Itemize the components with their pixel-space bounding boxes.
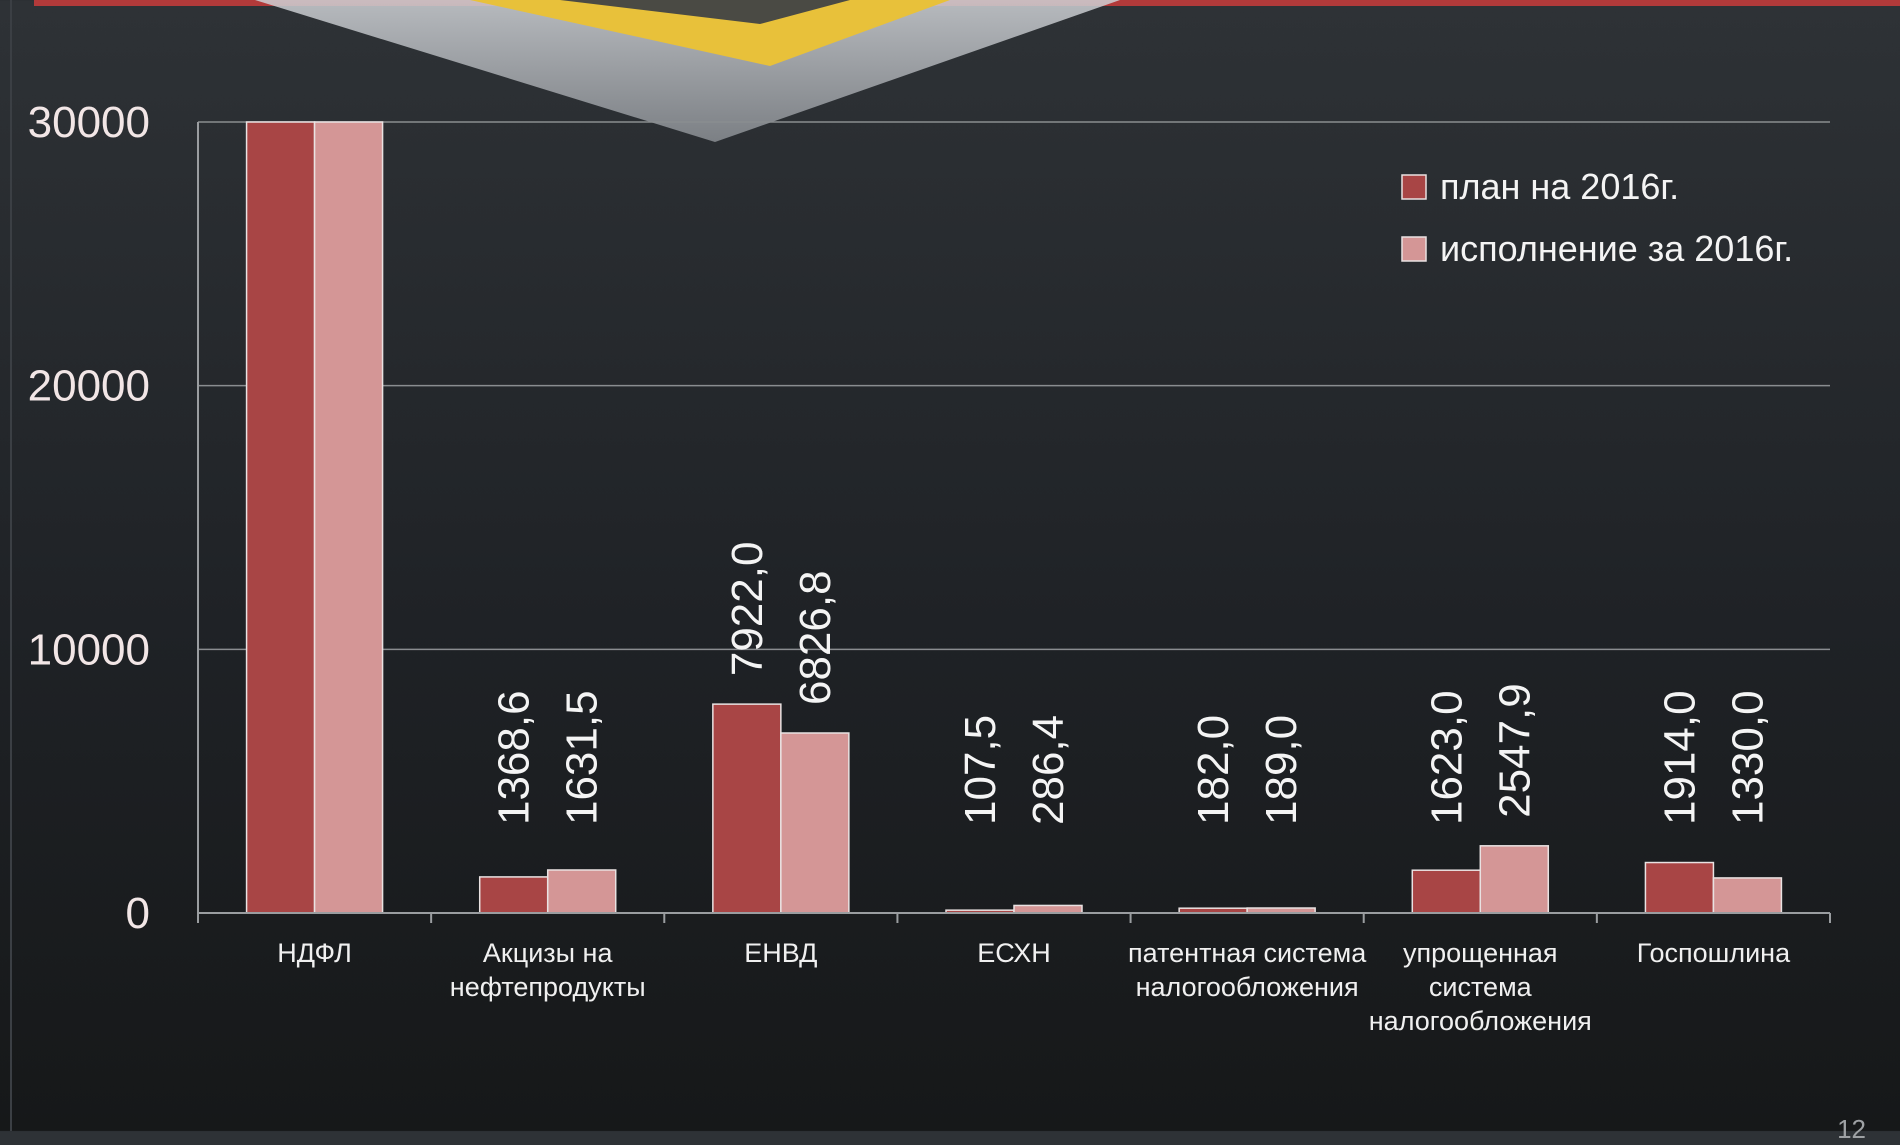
x-category-label: НДФЛ	[277, 938, 352, 968]
data-label: 1914,0	[1655, 690, 1704, 825]
data-labels: 1368,6 1631,5 7922,0 6826,8 107,5 286,4 182,0 1…	[490, 542, 1773, 825]
data-label: 189,0	[1257, 715, 1306, 825]
bar-actual	[780, 732, 850, 914]
data-label: 1330,0	[1723, 690, 1772, 825]
data-label: 7922,0	[723, 542, 772, 677]
bar-actual	[1479, 845, 1550, 914]
x-category-label-line: Госпошлина	[1637, 938, 1791, 968]
x-category-label-line: налогообложения	[1369, 1006, 1592, 1036]
left-edge-line	[10, 0, 12, 1131]
x-category-label-line: патентная система	[1128, 938, 1367, 968]
gridlines	[198, 121, 1830, 651]
legend-label-actual: исполнение за 2016г.	[1440, 228, 1793, 269]
x-category-label-line: упрощенная	[1403, 938, 1558, 968]
decorative-chip-graphic	[255, 0, 1120, 142]
x-category-label-line: НДФЛ	[277, 938, 352, 968]
legend-swatch-plan	[1401, 174, 1427, 200]
bar-plan	[1411, 869, 1482, 914]
data-label: 1368,6	[490, 690, 539, 825]
y-tick-label: 10000	[28, 625, 150, 674]
x-category-label-line: ЕНВД	[744, 938, 817, 968]
data-label: 107,5	[956, 715, 1005, 825]
bar-actual	[546, 869, 617, 914]
legend-swatch-actual	[1401, 236, 1427, 262]
legend-label-plan: план на 2016г.	[1440, 166, 1679, 207]
x-category-label-line: система	[1429, 972, 1533, 1002]
x-category-label-line: нефтепродукты	[450, 972, 646, 1002]
x-category-label: ЕНВД	[744, 938, 817, 968]
x-category-label: Госпошлина	[1637, 938, 1791, 968]
axes: 0 10000 20000 30000 НДФЛ Акцизы на нефтепродук…	[28, 98, 1831, 1036]
bar-plan	[245, 121, 316, 914]
x-category-label-line: Акцизы на	[483, 938, 614, 968]
data-label: 2547,9	[1490, 683, 1539, 818]
bar-actual	[313, 121, 384, 914]
bars	[245, 121, 1783, 914]
data-label: 1623,0	[1422, 690, 1471, 825]
data-label: 182,0	[1189, 715, 1238, 825]
data-label: 1631,5	[558, 690, 607, 825]
x-category-label: упрощенная система налогообложения	[1369, 938, 1592, 1036]
bar-plan	[712, 703, 782, 914]
bar-actual	[1712, 877, 1783, 914]
bar-plan	[478, 876, 549, 914]
bar-plan	[1644, 861, 1715, 914]
x-category-label: Акцизы на нефтепродукты	[450, 938, 646, 1002]
page-number: 12	[1837, 1114, 1866, 1144]
x-category-label: патентная система налогообложения	[1128, 938, 1367, 1002]
y-tick-label: 0	[126, 889, 150, 938]
x-category-label-line: налогообложения	[1136, 972, 1359, 1002]
data-label: 286,4	[1024, 715, 1073, 825]
x-category-label: ЕСХН	[977, 938, 1051, 968]
x-category-label-line: ЕСХН	[977, 938, 1051, 968]
data-label: 6826,8	[791, 570, 840, 705]
y-tick-label: 30000	[28, 98, 150, 147]
bar-actual	[1013, 904, 1083, 914]
y-tick-label: 20000	[28, 362, 150, 411]
legend: план на 2016г. исполнение за 2016г.	[1401, 166, 1793, 269]
